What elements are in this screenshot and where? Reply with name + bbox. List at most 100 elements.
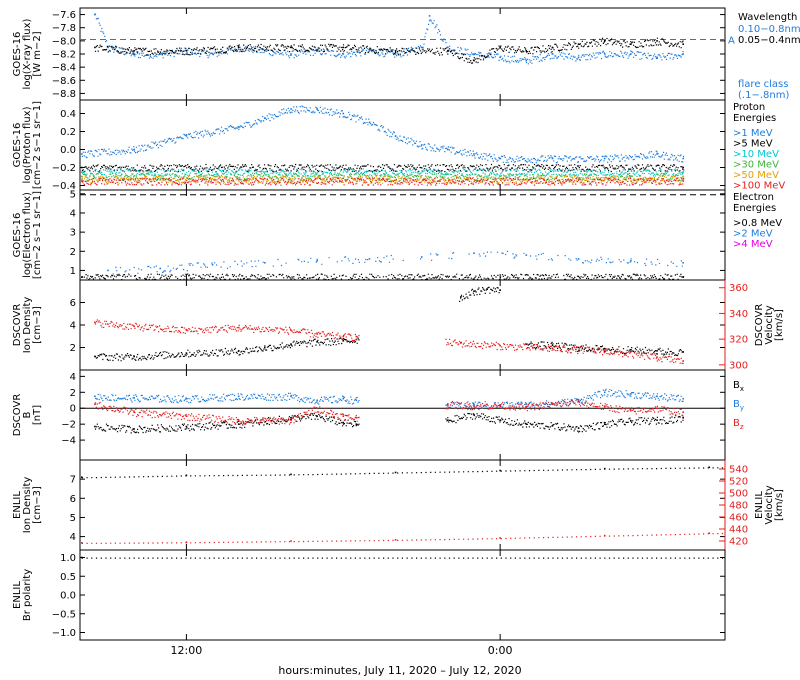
data-point	[460, 296, 462, 298]
data-point	[342, 46, 345, 49]
data-point	[525, 49, 528, 52]
y-tick-label: 0.2	[60, 127, 76, 138]
series-scatter	[94, 37, 684, 64]
y-tick-label: −8.6	[52, 76, 76, 87]
x-tick-label: 0:00	[488, 644, 513, 657]
data-point	[237, 326, 240, 329]
data-point	[428, 15, 431, 17]
y-tick-label: 2	[70, 247, 76, 258]
data-point	[394, 49, 397, 52]
data-point	[603, 391, 606, 394]
data-point	[682, 53, 684, 55]
y-tick-label: 0.0	[60, 591, 76, 602]
series-scatter	[94, 319, 684, 365]
y-axis-label: DSCOVRB[nT]	[12, 394, 43, 437]
series-dscovr_b-2	[94, 398, 684, 425]
data-point	[603, 53, 606, 55]
data-point	[290, 473, 292, 476]
y-axis-label: ENLILBr polarity	[12, 569, 33, 621]
right-y-tick-label: 540	[729, 465, 748, 476]
data-point	[342, 112, 345, 115]
legend-entry: Bx	[733, 380, 744, 393]
data-point	[133, 148, 135, 151]
data-point	[185, 352, 188, 354]
y-tick-label: −8.2	[52, 50, 76, 61]
y-tick-label: 4	[70, 321, 76, 332]
data-point	[708, 466, 711, 469]
data-point	[577, 43, 580, 45]
panel-frame	[79, 189, 726, 281]
panel-electron: 5 4 3 2 1 GOES-16log(Electron flux)[cm−2 s−1 …	[12, 189, 782, 281]
data-point	[603, 347, 606, 350]
y-tick-label: 3	[70, 228, 76, 239]
legend-entry: >0.8 MeV	[733, 218, 782, 229]
data-point	[316, 407, 318, 410]
series-scatter	[94, 398, 684, 425]
data-point	[473, 59, 475, 62]
data-point	[499, 537, 501, 539]
y-tick-label: 6	[70, 298, 76, 309]
x-axis: 12:00 0:00	[171, 644, 513, 657]
data-point	[656, 153, 658, 155]
series-scatter	[81, 175, 685, 184]
series-enlil_density-1	[81, 532, 724, 544]
data-point	[656, 395, 658, 398]
legend-entry: 0.05−0.4nm	[738, 35, 800, 46]
data-point	[473, 252, 475, 254]
y-tick-label: 0.4	[60, 109, 76, 120]
data-point	[682, 43, 684, 45]
legend-entry: >10 MeV	[733, 149, 779, 160]
data-point	[682, 261, 684, 264]
y-axis-label: GOES-16log(Proton flux)[cm−2 s−1 sr−1]	[12, 101, 43, 189]
data-point	[577, 427, 580, 429]
flare-class-label: A	[728, 36, 735, 47]
data-point	[211, 53, 214, 55]
data-point	[525, 254, 528, 256]
x-axis-label: hours:minutes, July 11, 2020 – July 12, …	[278, 664, 521, 677]
y-axis-label: ENLILIon Density[cm−3]	[12, 477, 43, 534]
data-point	[133, 49, 135, 52]
data-point	[316, 333, 318, 335]
right-y-axis-label: ENLILVelocity[km/s]	[754, 485, 785, 524]
legend-title: Energies	[733, 203, 776, 214]
data-point	[682, 416, 684, 419]
data-point	[342, 397, 345, 400]
data-point	[81, 178, 83, 180]
data-point	[94, 46, 96, 49]
data-point	[656, 56, 658, 59]
data-point	[237, 395, 240, 398]
data-point	[81, 175, 83, 178]
right-y-tick-label: 460	[729, 513, 748, 524]
data-point	[368, 258, 371, 260]
data-point	[577, 56, 580, 59]
y-tick-label: −1.0	[52, 628, 76, 639]
data-point	[133, 411, 135, 414]
legend-note: (.1−.8nm)	[738, 90, 789, 101]
data-point	[577, 346, 580, 349]
y-tick-label: 0	[70, 404, 76, 415]
data-point	[355, 416, 358, 419]
data-point	[630, 420, 632, 422]
legend-entry: 0.10−0.8nm	[738, 24, 800, 35]
y-tick-label: −8.0	[52, 36, 76, 47]
panel-xray: −7.6 −7.8 −8.0 −8.2 −8.4 −8.6 −8.8 GOES-16log(X…	[12, 7, 800, 101]
data-point	[682, 180, 684, 182]
data-point	[473, 405, 475, 407]
panel-proton: 0.4 0.2 0.0 −0.2 −0.4 GOES-16log(Proton flux)…	[12, 99, 785, 192]
series-proton-1	[81, 163, 685, 173]
data-point	[682, 157, 684, 160]
legend-entry: By	[733, 399, 744, 412]
panel-frame	[79, 7, 726, 101]
series-scatter	[81, 532, 724, 544]
data-point	[316, 108, 318, 110]
data-point	[290, 395, 292, 398]
data-point	[447, 419, 449, 421]
y-axis-label: DSCOVRIon Density[cm−3]	[12, 297, 43, 354]
y-tick-label: −0.5	[52, 609, 76, 620]
panel-enlil_density: 7 6 5 4 ENLILIon Density[cm−3] 54052050048046…	[12, 459, 785, 551]
data-point	[473, 53, 475, 55]
data-point	[499, 419, 501, 421]
legend-note: flare class	[738, 79, 788, 90]
